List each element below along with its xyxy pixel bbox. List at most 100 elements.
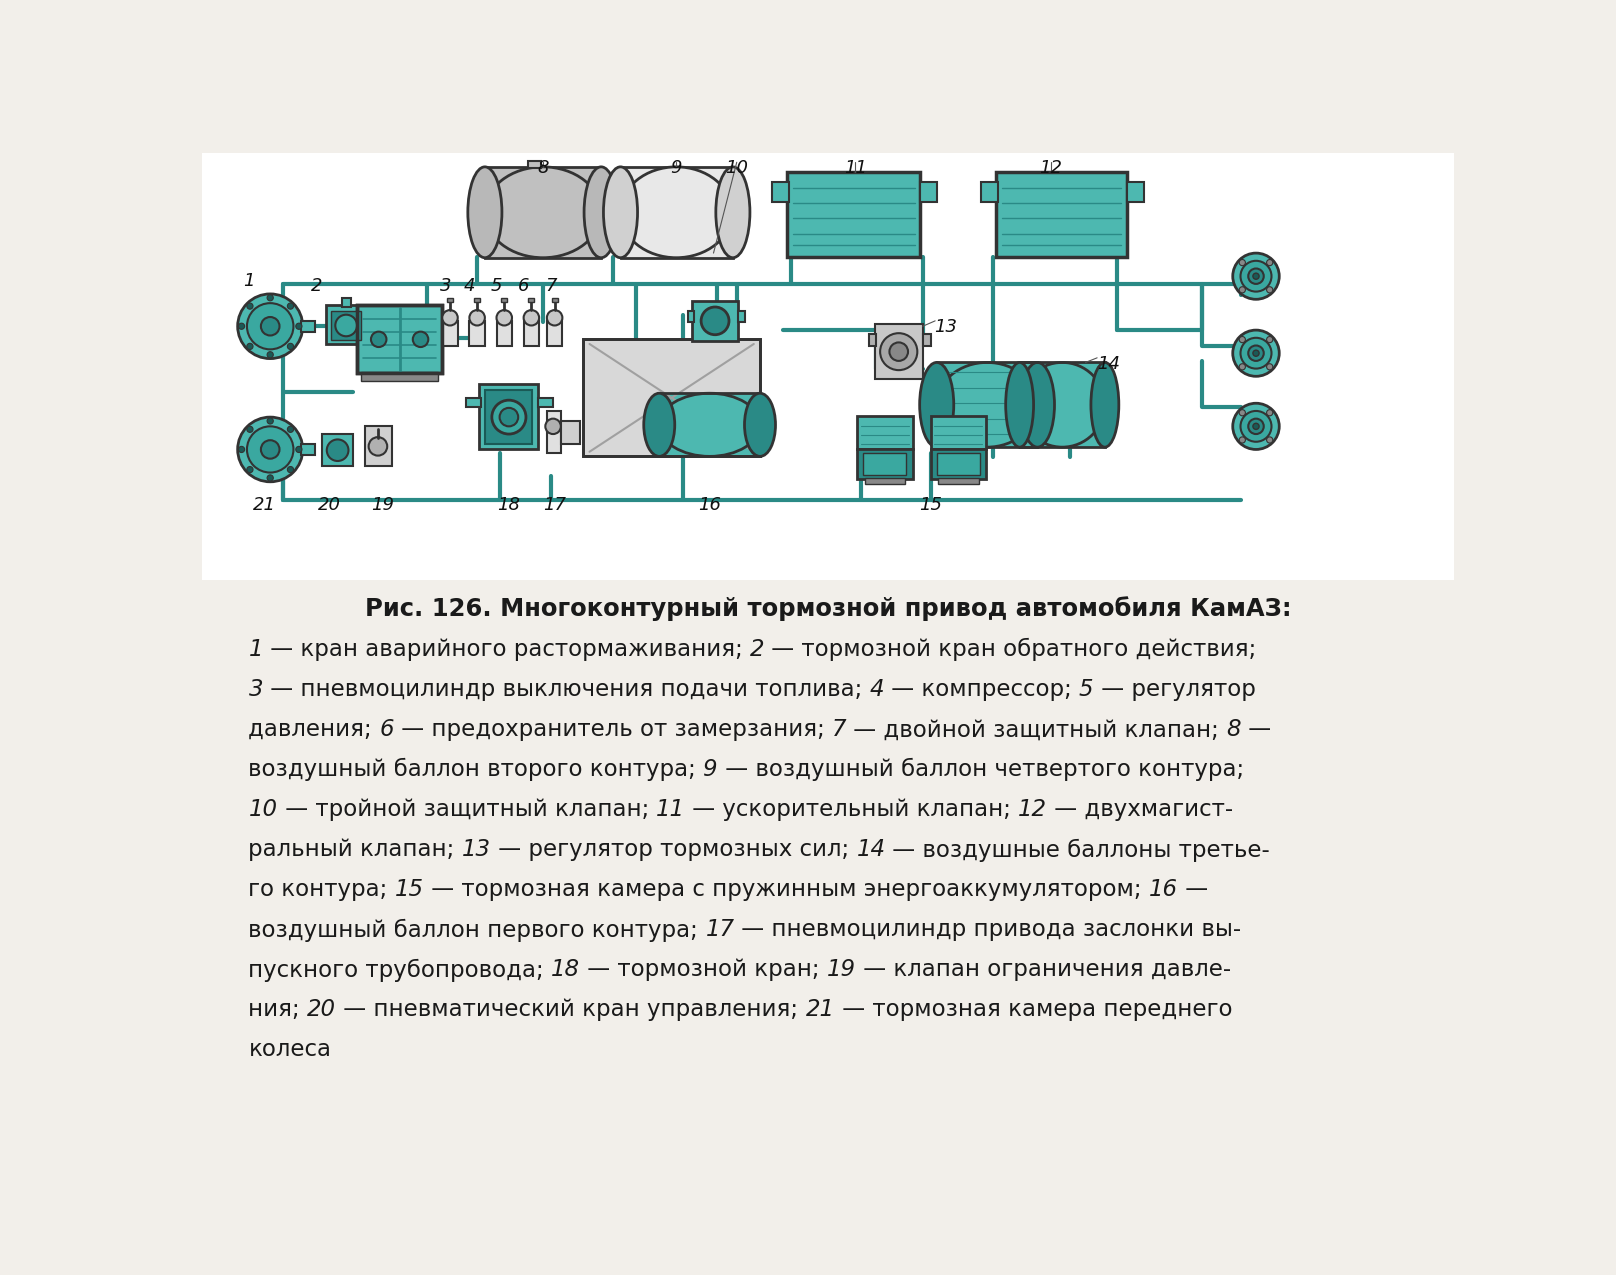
Text: — клапан ограничения давле-: — клапан ограничения давле- — [856, 959, 1231, 982]
Circle shape — [239, 446, 244, 453]
Bar — [322, 434, 354, 467]
Text: Рис. 126. Многоконтурный тормозной привод автомобиля КамАЗ:: Рис. 126. Многоконтурный тормозной приво… — [365, 595, 1291, 621]
Text: — двухмагист-: — двухмагист- — [1047, 798, 1233, 821]
Text: 12: 12 — [1018, 798, 1047, 821]
Text: — воздушные баллоны третье-: — воздушные баллоны третье- — [886, 838, 1270, 862]
Text: 1: 1 — [242, 272, 254, 289]
Circle shape — [296, 323, 302, 329]
Bar — [787, 172, 921, 258]
Circle shape — [1233, 254, 1280, 300]
Bar — [546, 321, 562, 346]
Circle shape — [288, 467, 294, 473]
Text: —: — — [1178, 878, 1207, 901]
Circle shape — [267, 474, 273, 481]
Bar — [865, 478, 905, 484]
Bar — [501, 298, 507, 302]
Text: — регулятор: — регулятор — [1094, 678, 1256, 701]
Bar — [546, 411, 561, 454]
Text: воздушный баллон второго контура;: воздушный баллон второго контура; — [249, 759, 703, 782]
Bar — [485, 167, 601, 258]
Ellipse shape — [716, 167, 750, 258]
Bar — [939, 478, 979, 484]
Text: ральный клапан;: ральный клапан; — [249, 838, 462, 862]
Text: 3: 3 — [249, 678, 263, 701]
Circle shape — [1252, 423, 1259, 430]
Text: 11: 11 — [844, 159, 866, 177]
Bar — [863, 454, 907, 474]
Circle shape — [1267, 337, 1273, 343]
Bar — [301, 321, 315, 332]
Text: 9: 9 — [703, 759, 718, 782]
Ellipse shape — [485, 167, 601, 258]
Circle shape — [889, 343, 908, 361]
Circle shape — [499, 408, 519, 426]
Ellipse shape — [745, 393, 776, 456]
Text: 21: 21 — [806, 998, 834, 1021]
Circle shape — [288, 426, 294, 432]
Ellipse shape — [1091, 362, 1118, 448]
Circle shape — [247, 426, 294, 473]
Bar — [357, 306, 443, 374]
Circle shape — [1241, 338, 1272, 368]
Circle shape — [296, 446, 302, 453]
Text: — предохранитель от замерзания;: — предохранитель от замерзания; — [394, 718, 832, 741]
Text: 20: 20 — [307, 998, 336, 1021]
Circle shape — [1252, 273, 1259, 279]
Circle shape — [1239, 363, 1246, 370]
Circle shape — [1267, 287, 1273, 293]
Text: — тормозной кран;: — тормозной кран; — [580, 959, 827, 982]
Text: 11: 11 — [656, 798, 685, 821]
Text: — тройной защитный клапан;: — тройной защитный клапан; — [278, 798, 656, 821]
Circle shape — [260, 440, 280, 459]
Ellipse shape — [659, 393, 760, 456]
Bar — [771, 182, 789, 201]
Text: — тормозной кран обратного действия;: — тормозной кран обратного действия; — [764, 638, 1257, 662]
Bar — [692, 301, 739, 340]
Text: пускного трубопровода;: пускного трубопровода; — [249, 959, 551, 982]
Circle shape — [1239, 287, 1246, 293]
Circle shape — [267, 418, 273, 425]
Bar — [931, 417, 986, 449]
Ellipse shape — [603, 167, 638, 258]
Circle shape — [368, 437, 388, 455]
Circle shape — [335, 315, 357, 337]
Circle shape — [239, 323, 244, 329]
Text: 12: 12 — [1039, 159, 1062, 177]
Bar — [787, 172, 921, 258]
Circle shape — [267, 352, 273, 358]
Text: 15: 15 — [920, 496, 942, 514]
Bar — [485, 167, 601, 258]
Bar — [326, 306, 367, 344]
Circle shape — [288, 343, 294, 349]
Ellipse shape — [920, 362, 953, 448]
Bar — [465, 398, 482, 407]
Bar — [739, 311, 745, 321]
Circle shape — [372, 332, 386, 347]
Text: 19: 19 — [372, 496, 394, 514]
Text: 7: 7 — [832, 718, 847, 741]
Bar — [1020, 362, 1105, 448]
Text: 4: 4 — [869, 678, 884, 701]
Bar — [527, 161, 541, 168]
Text: — воздушный баллон четвертого контура;: — воздушный баллон четвертого контура; — [718, 759, 1244, 782]
Circle shape — [1239, 409, 1246, 416]
Bar — [937, 454, 979, 474]
Circle shape — [496, 310, 512, 325]
Bar — [469, 321, 485, 346]
Bar — [524, 321, 540, 346]
Bar — [202, 153, 1454, 584]
Text: 16: 16 — [698, 496, 721, 514]
Circle shape — [1267, 409, 1273, 416]
Bar — [448, 298, 452, 302]
Circle shape — [1267, 363, 1273, 370]
Circle shape — [260, 317, 280, 335]
Circle shape — [238, 295, 302, 358]
Text: 2: 2 — [310, 278, 323, 296]
Text: 10: 10 — [726, 159, 748, 177]
Circle shape — [491, 400, 525, 434]
Text: — тормозная камера с пружинным энергоаккумулятором;: — тормозная камера с пружинным энергоакк… — [423, 878, 1149, 901]
Text: 15: 15 — [394, 878, 423, 901]
Bar — [341, 298, 351, 307]
Bar — [981, 182, 999, 201]
Text: 14: 14 — [1097, 354, 1120, 372]
